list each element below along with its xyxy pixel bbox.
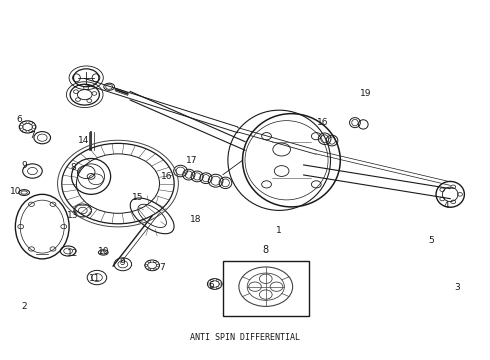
Text: 18: 18: [191, 215, 202, 224]
Bar: [223, 261, 309, 316]
Text: 1: 1: [276, 226, 282, 235]
Text: 9: 9: [21, 161, 27, 170]
Text: 15: 15: [132, 193, 143, 202]
Text: 7: 7: [29, 131, 35, 140]
Text: 16: 16: [161, 172, 172, 181]
Text: 14: 14: [78, 136, 90, 145]
Text: 8: 8: [70, 163, 76, 172]
Text: 4: 4: [443, 201, 449, 210]
Text: 6: 6: [208, 281, 214, 290]
Text: 2: 2: [22, 302, 27, 311]
Text: 8: 8: [263, 245, 269, 255]
Text: 10: 10: [10, 187, 21, 196]
Text: 11: 11: [89, 274, 100, 283]
Text: 12: 12: [67, 249, 79, 258]
Text: 6: 6: [16, 114, 22, 123]
Text: 7: 7: [159, 264, 165, 273]
Text: 16: 16: [318, 118, 329, 127]
Text: 17: 17: [186, 156, 197, 165]
Text: 9: 9: [119, 258, 125, 267]
Text: 13: 13: [67, 211, 79, 220]
Text: 19: 19: [361, 89, 372, 98]
Text: 5: 5: [428, 237, 434, 246]
Text: ANTI SPIN DIFFERENTIAL: ANTI SPIN DIFFERENTIAL: [190, 333, 300, 342]
Text: 3: 3: [455, 283, 461, 292]
Text: 10: 10: [98, 247, 109, 256]
